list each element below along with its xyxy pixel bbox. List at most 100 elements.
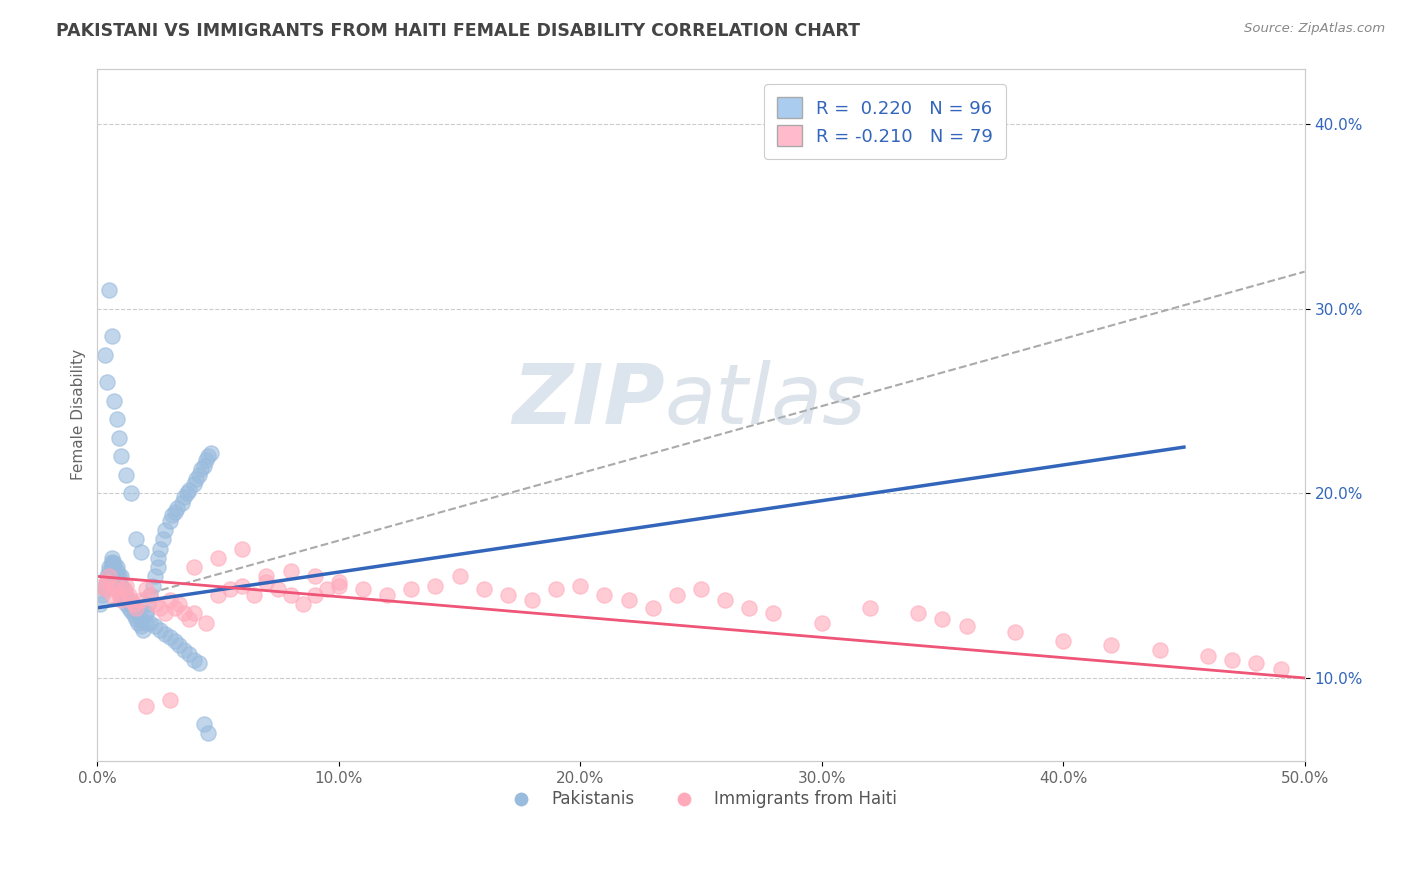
Point xyxy=(135,607,157,621)
Point xyxy=(153,523,176,537)
Point xyxy=(195,615,218,630)
Point xyxy=(135,615,157,630)
Point xyxy=(101,557,124,571)
Point xyxy=(177,483,200,497)
Point xyxy=(122,608,145,623)
Point xyxy=(120,597,142,611)
Point xyxy=(291,597,314,611)
Point xyxy=(955,619,977,633)
Point xyxy=(176,486,198,500)
Point xyxy=(118,593,141,607)
Point xyxy=(91,579,114,593)
Point xyxy=(177,647,200,661)
Point xyxy=(103,582,125,597)
Point xyxy=(98,564,121,578)
Point xyxy=(762,607,785,621)
Point xyxy=(135,698,157,713)
Point xyxy=(163,634,186,648)
Point xyxy=(149,600,172,615)
Point xyxy=(125,600,148,615)
Point xyxy=(103,393,125,408)
Point xyxy=(152,533,174,547)
Point xyxy=(105,560,128,574)
Point xyxy=(1052,634,1074,648)
Point xyxy=(931,612,953,626)
Point xyxy=(136,597,159,611)
Point xyxy=(810,615,832,630)
Point xyxy=(159,593,181,607)
Point xyxy=(197,726,219,740)
Point xyxy=(375,588,398,602)
Point xyxy=(110,593,132,607)
Point xyxy=(125,612,148,626)
Point xyxy=(1004,624,1026,639)
Point xyxy=(149,541,172,556)
Point xyxy=(96,569,118,583)
Point xyxy=(110,588,132,602)
Point xyxy=(101,555,124,569)
Point xyxy=(105,579,128,593)
Point xyxy=(254,569,277,583)
Point xyxy=(96,574,118,589)
Point xyxy=(103,560,125,574)
Point xyxy=(352,582,374,597)
Point xyxy=(120,593,142,607)
Point xyxy=(193,458,215,473)
Point xyxy=(108,574,131,589)
Point xyxy=(125,533,148,547)
Point xyxy=(187,467,209,482)
Point xyxy=(193,717,215,731)
Point xyxy=(143,619,166,633)
Point xyxy=(183,560,205,574)
Point xyxy=(304,588,326,602)
Point xyxy=(115,588,138,602)
Point xyxy=(101,329,124,343)
Point xyxy=(665,588,688,602)
Point xyxy=(153,626,176,640)
Point xyxy=(115,467,138,482)
Point xyxy=(207,588,229,602)
Point xyxy=(143,597,166,611)
Point xyxy=(105,569,128,583)
Point xyxy=(304,569,326,583)
Point xyxy=(135,607,157,621)
Point xyxy=(231,579,253,593)
Point xyxy=(149,623,172,637)
Point xyxy=(1220,652,1243,666)
Point xyxy=(496,588,519,602)
Point xyxy=(120,486,142,500)
Point xyxy=(200,445,222,459)
Point xyxy=(103,557,125,571)
Point xyxy=(163,600,186,615)
Point xyxy=(449,569,471,583)
Point xyxy=(118,600,141,615)
Point xyxy=(569,579,592,593)
Point xyxy=(122,597,145,611)
Point xyxy=(139,615,162,630)
Point xyxy=(593,588,616,602)
Point xyxy=(91,588,114,602)
Point xyxy=(197,450,219,464)
Point xyxy=(115,597,138,611)
Point xyxy=(98,569,121,583)
Point xyxy=(110,450,132,464)
Point xyxy=(173,643,195,657)
Point xyxy=(98,283,121,297)
Point xyxy=(129,612,152,626)
Point xyxy=(98,569,121,583)
Point xyxy=(425,579,447,593)
Point xyxy=(103,566,125,580)
Point xyxy=(132,623,155,637)
Point xyxy=(195,453,218,467)
Point xyxy=(105,564,128,578)
Point xyxy=(93,582,115,597)
Point xyxy=(187,656,209,670)
Point xyxy=(280,588,302,602)
Point xyxy=(129,593,152,607)
Point xyxy=(166,501,188,516)
Point xyxy=(231,541,253,556)
Point xyxy=(108,569,131,583)
Point xyxy=(105,412,128,426)
Point xyxy=(89,597,111,611)
Point xyxy=(112,591,135,606)
